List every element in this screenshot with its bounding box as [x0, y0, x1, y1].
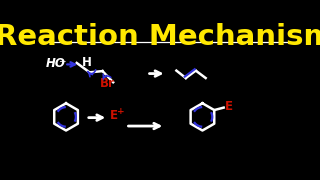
Text: HO: HO	[46, 57, 66, 70]
Text: −: −	[58, 57, 65, 66]
Text: E: E	[110, 109, 118, 122]
Text: +: +	[117, 107, 124, 116]
Text: Reaction Mechanism: Reaction Mechanism	[0, 23, 320, 51]
Text: H: H	[81, 57, 91, 69]
Text: Br: Br	[100, 77, 115, 91]
Text: E: E	[225, 100, 233, 113]
